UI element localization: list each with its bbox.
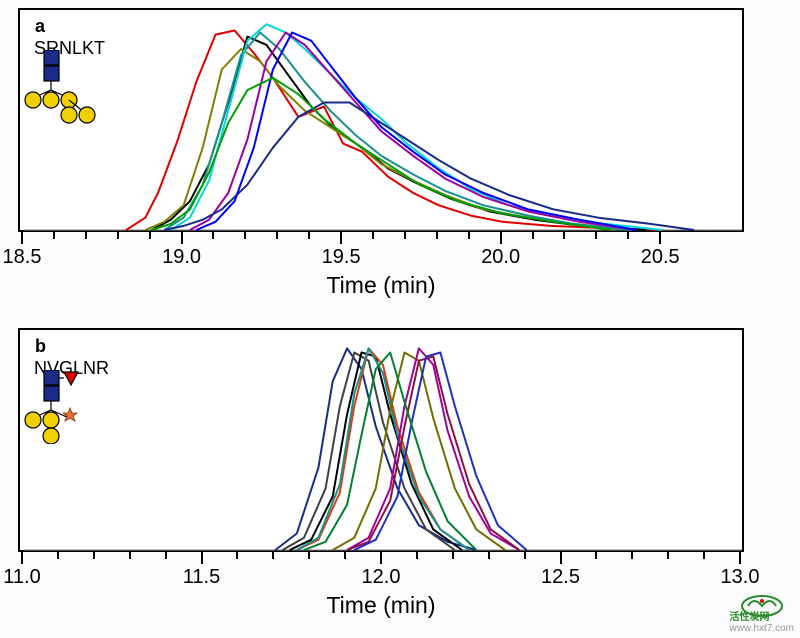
x-tick-label: 20.0 — [481, 246, 520, 269]
x-minor-tick — [244, 232, 246, 239]
x-minor-tick — [627, 232, 629, 239]
x-minor-tick — [85, 232, 87, 239]
x-minor-tick — [595, 232, 597, 239]
x-tick-label: 12.5 — [541, 566, 580, 589]
x-tick — [21, 552, 23, 564]
x-minor-tick — [404, 232, 406, 239]
x-minor-tick — [703, 552, 705, 559]
x-minor-tick — [452, 552, 454, 559]
x-minor-tick — [667, 552, 669, 559]
x-minor-tick — [117, 232, 119, 239]
x-minor-tick — [563, 232, 565, 239]
x-tick-label: 12.0 — [362, 566, 401, 589]
x-tick — [560, 552, 562, 564]
x-tick — [500, 232, 502, 244]
x-tick — [340, 232, 342, 244]
x-minor-tick — [53, 232, 55, 239]
x-tick — [21, 232, 23, 244]
x-minor-tick — [631, 552, 633, 559]
chart-panel-a: a SRNLKT — [18, 8, 744, 232]
x-tick — [659, 232, 661, 244]
x-tick-label: 19.5 — [322, 246, 361, 269]
x-tick-label: 13.0 — [721, 566, 760, 589]
x-minor-tick — [276, 232, 278, 239]
x-axis-title-b: Time (min) — [326, 592, 435, 619]
x-minor-tick — [524, 552, 526, 559]
glycan-structure-a — [22, 50, 112, 124]
x-minor-tick — [272, 552, 274, 559]
plot-area-a — [20, 10, 746, 234]
x-minor-tick — [129, 552, 131, 559]
x-minor-tick — [372, 232, 374, 239]
x-tick-label: 11.0 — [3, 566, 40, 589]
x-minor-tick — [57, 552, 59, 559]
x-tick-label: 19.0 — [162, 246, 201, 269]
x-tick-label: 11.5 — [183, 566, 220, 589]
x-tick — [380, 552, 382, 564]
x-minor-tick — [532, 232, 534, 239]
x-minor-tick — [308, 552, 310, 559]
x-minor-tick — [165, 552, 167, 559]
x-minor-tick — [308, 232, 310, 239]
x-minor-tick — [212, 232, 214, 239]
x-tick-label: 18.5 — [3, 246, 42, 269]
x-axis-title-a: Time (min) — [326, 272, 435, 299]
watermark-text: 活性炭网 www.hxt7.com — [730, 608, 794, 634]
x-minor-tick — [93, 552, 95, 559]
glycan-structure-b — [22, 370, 112, 444]
x-minor-tick — [149, 232, 151, 239]
x-minor-tick — [436, 232, 438, 239]
x-tick-label: 20.5 — [641, 246, 680, 269]
x-minor-tick — [236, 552, 238, 559]
x-minor-tick — [488, 552, 490, 559]
x-tick — [739, 552, 741, 564]
x-minor-tick — [595, 552, 597, 559]
x-tick — [181, 232, 183, 244]
x-tick — [201, 552, 203, 564]
x-minor-tick — [468, 232, 470, 239]
chart-panel-b: b NVGLNR — [18, 328, 744, 552]
x-minor-tick — [344, 552, 346, 559]
x-minor-tick — [416, 552, 418, 559]
plot-area-b — [20, 330, 746, 554]
